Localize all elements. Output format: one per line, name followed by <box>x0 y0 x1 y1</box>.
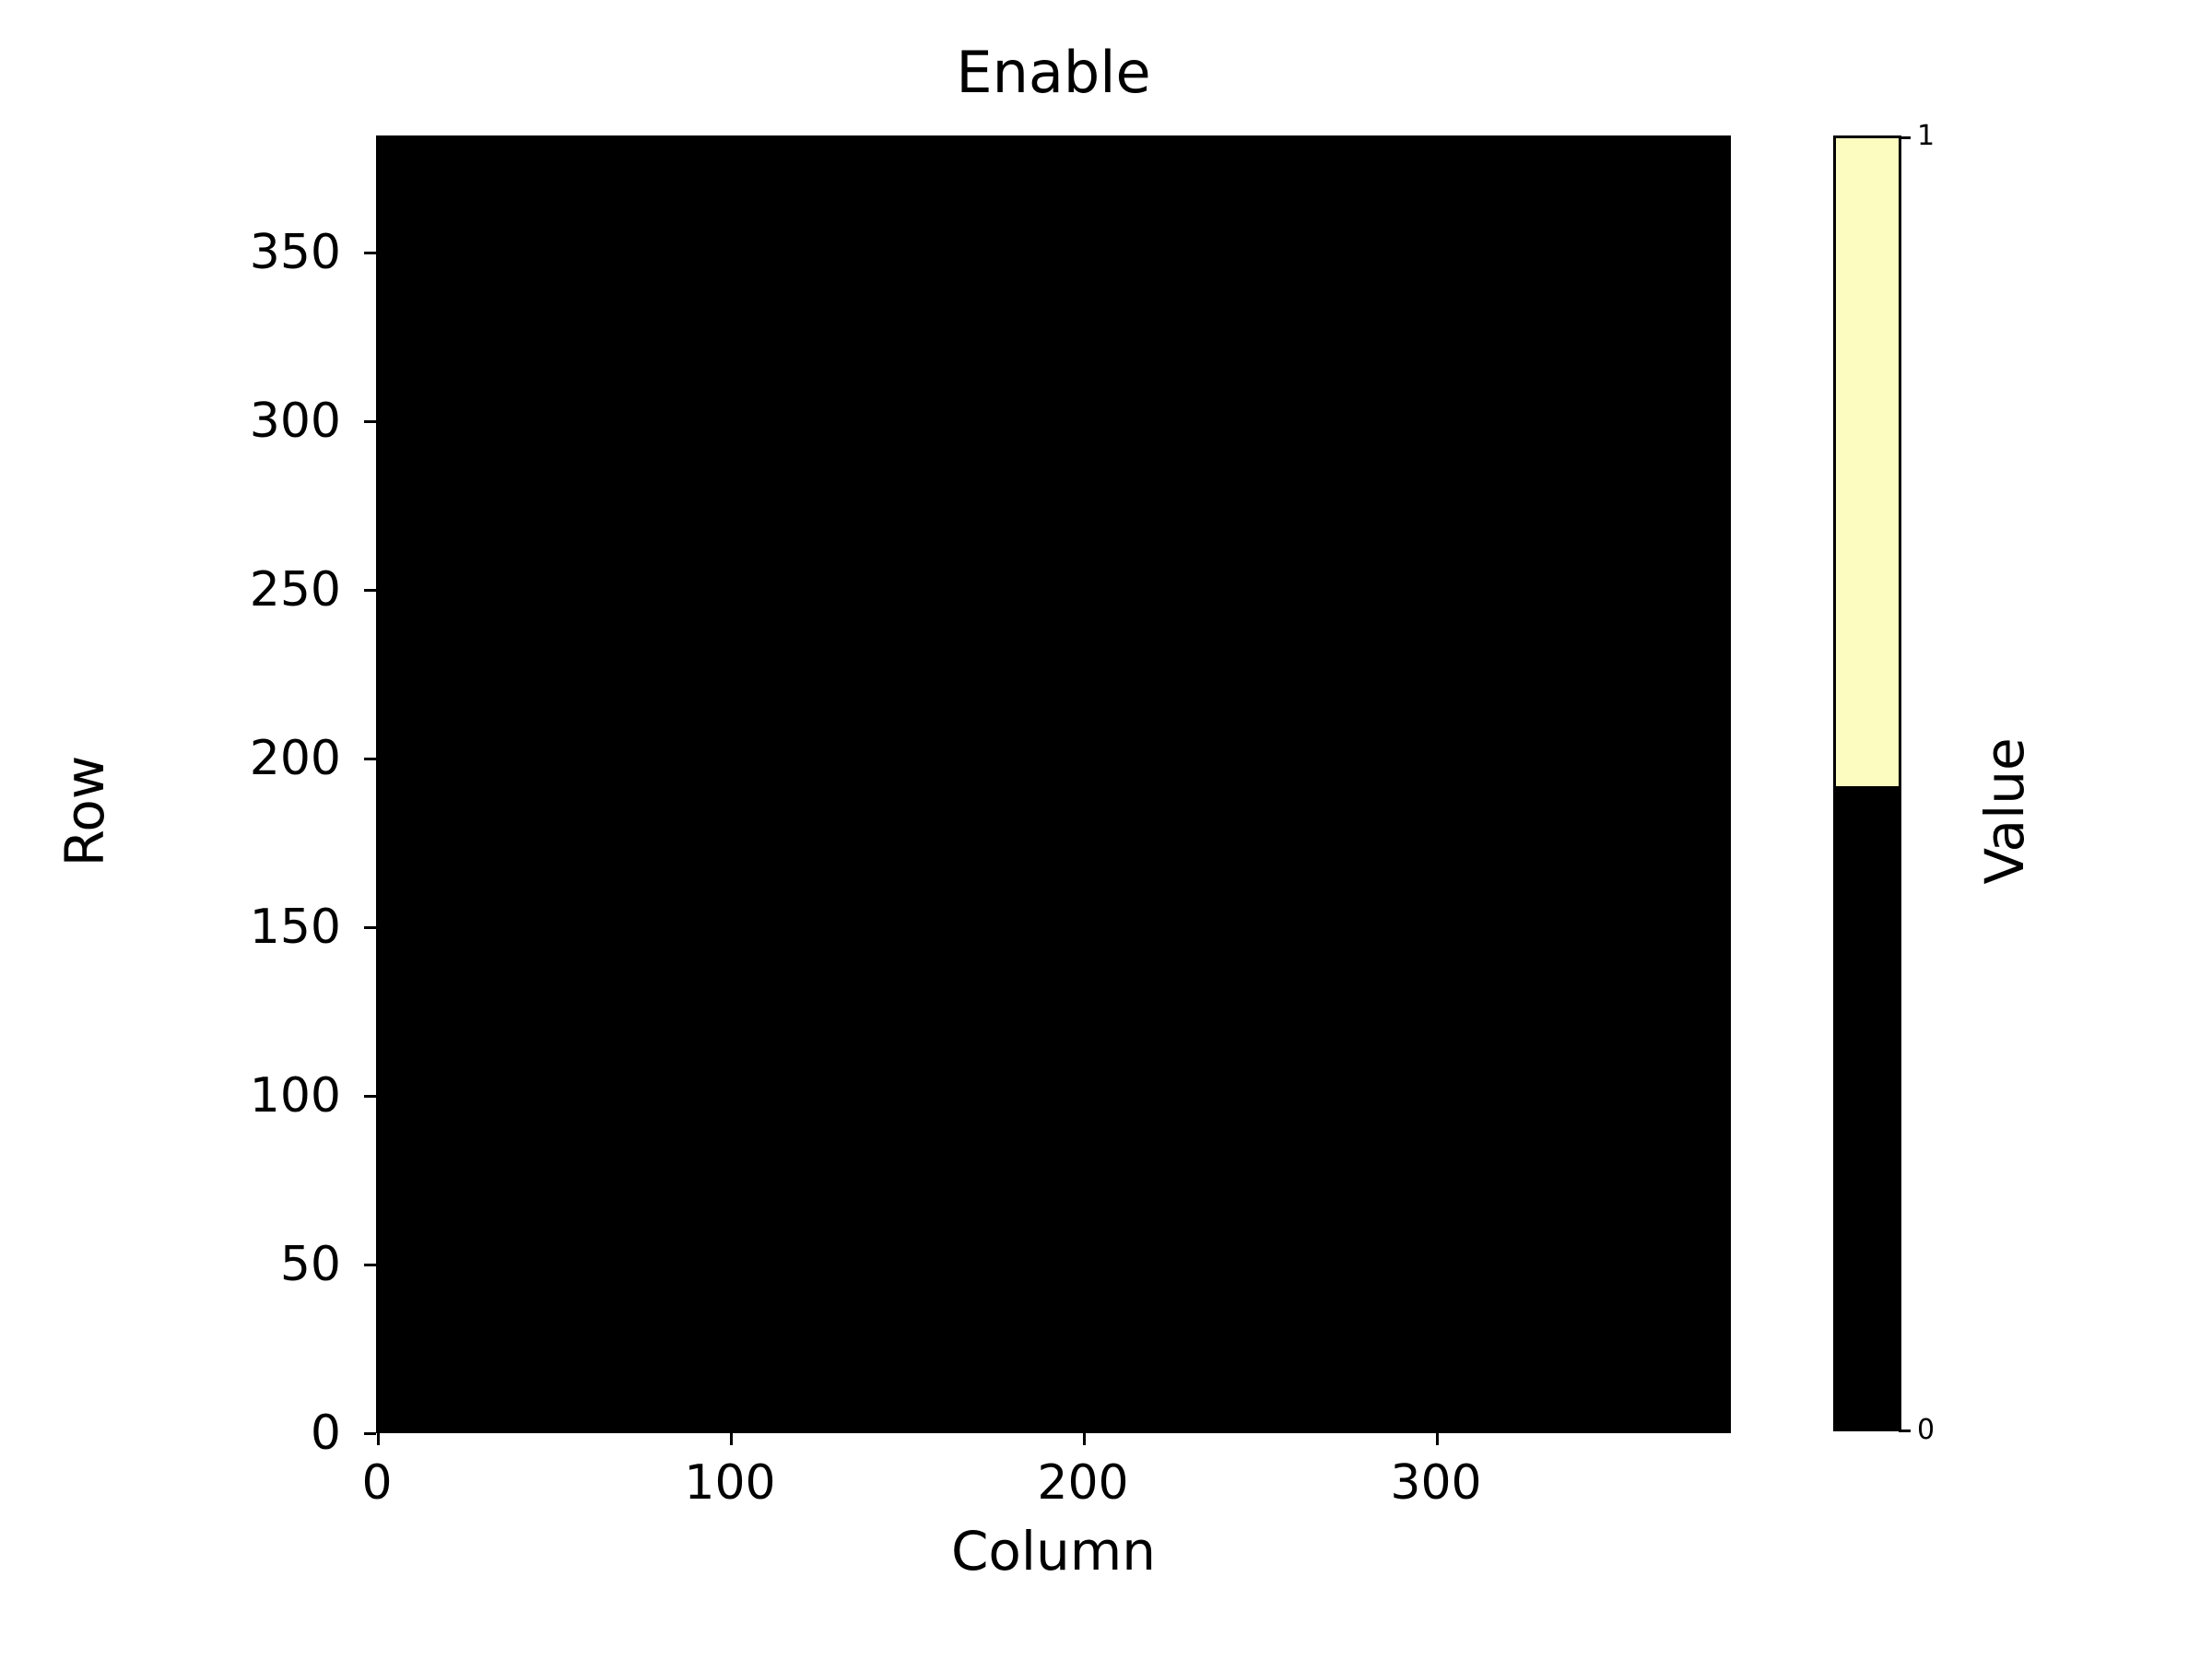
y-tick-mark <box>364 758 376 760</box>
colorbar-tick-mark <box>1899 1430 1911 1432</box>
page-title: Enable <box>956 39 1151 106</box>
y-tick-mark <box>364 1432 376 1435</box>
y-tick-mark <box>364 252 376 254</box>
y-tick-mark <box>364 926 376 929</box>
x-axis-label: Column <box>950 1520 1157 1583</box>
y-tick-label: 100 <box>249 1068 341 1124</box>
y-tick-mark <box>364 1264 376 1266</box>
x-tick-mark <box>1436 1433 1439 1445</box>
heatmap-axes[interactable] <box>376 135 1731 1433</box>
colorbar-tick-label: 1 <box>1917 120 1936 152</box>
heatmap-image <box>376 135 1731 1433</box>
colorbar-low-segment <box>1836 785 1899 1429</box>
y-tick-label: 50 <box>279 1237 341 1292</box>
y-tick-label: 0 <box>310 1406 341 1461</box>
x-tick-label: 0 <box>361 1455 393 1511</box>
y-tick-mark <box>364 589 376 592</box>
y-tick-label: 150 <box>249 900 341 955</box>
x-tick-label: 300 <box>1390 1455 1482 1511</box>
x-tick-mark <box>1083 1433 1086 1445</box>
colorbar-high-segment <box>1836 138 1899 786</box>
colorbar-label: Value <box>1973 737 2036 885</box>
y-tick-label: 200 <box>249 731 341 786</box>
y-axis-label: Row <box>53 755 116 867</box>
colorbar-tick-mark <box>1899 136 1911 139</box>
colorbar-tick-label: 0 <box>1917 1414 1936 1446</box>
x-tick-label: 200 <box>1037 1455 1129 1511</box>
y-tick-label: 350 <box>249 225 341 280</box>
x-tick-label: 100 <box>684 1455 776 1511</box>
y-tick-mark <box>364 1095 376 1098</box>
x-tick-mark <box>377 1433 380 1445</box>
y-tick-label: 300 <box>249 394 341 449</box>
x-tick-mark <box>730 1433 733 1445</box>
y-tick-mark <box>364 420 376 423</box>
y-tick-label: 250 <box>249 562 341 618</box>
colorbar[interactable] <box>1833 135 1901 1431</box>
